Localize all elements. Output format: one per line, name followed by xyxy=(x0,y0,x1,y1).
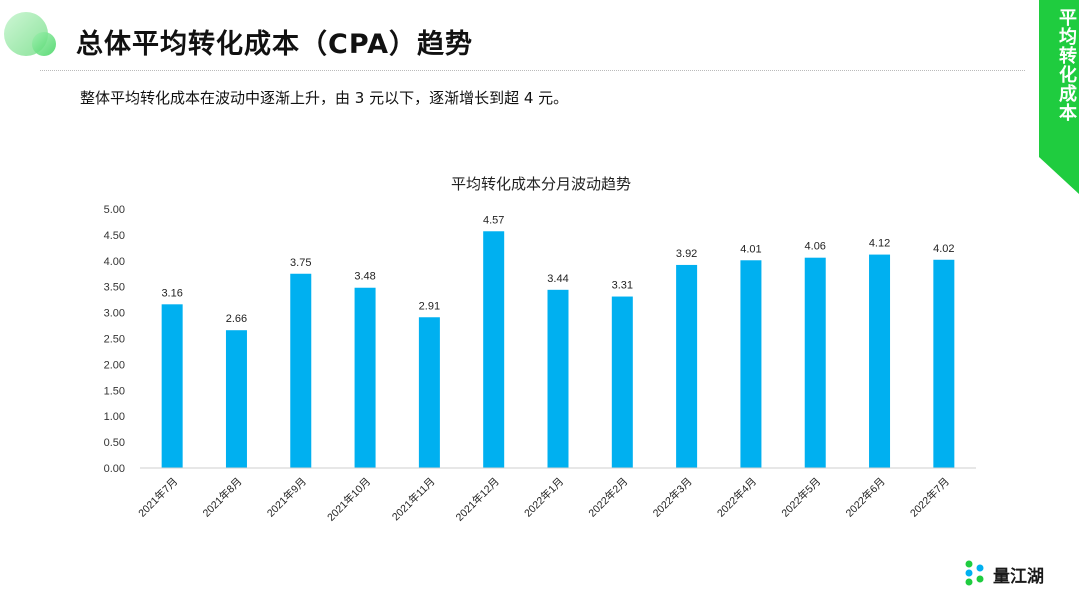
data-label: 4.57 xyxy=(483,214,504,226)
page-title: 总体平均转化成本（CPA）趋势 xyxy=(76,29,474,60)
data-labels: 3.16 2.66 3.75 3.48 2.91 4.57 3.44 3.31 3.92 4.01… xyxy=(161,214,954,325)
page-subtitle: 整体平均转化成本在波动中逐渐上升，由 3 元以下，逐渐增长到超 4 元。 xyxy=(80,89,569,107)
x-tick-label: 2022年4月 xyxy=(714,475,759,520)
y-axis: 0.00 0.50 1.00 1.50 2.00 2.50 3.00 3.50 4.00 4.50… xyxy=(104,204,125,475)
bar xyxy=(611,296,633,468)
x-tick-label: 2022年5月 xyxy=(779,475,824,520)
title-divider xyxy=(40,70,1025,71)
data-label: 3.44 xyxy=(547,273,568,285)
bar xyxy=(290,273,312,468)
data-label: 4.06 xyxy=(805,241,826,253)
side-tab: 平均转化成本 xyxy=(1039,0,1079,194)
y-tick-label: 3.00 xyxy=(104,308,125,320)
y-tick-label: 3.50 xyxy=(104,282,125,294)
data-label: 3.31 xyxy=(612,280,633,292)
bar xyxy=(804,257,826,468)
y-tick-label: 2.50 xyxy=(104,334,125,346)
bar xyxy=(483,231,505,468)
y-tick-label: 4.00 xyxy=(104,256,125,268)
x-tick-label: 2021年9月 xyxy=(264,475,309,520)
bar xyxy=(740,260,762,468)
bar xyxy=(418,317,440,468)
y-tick-label: 2.00 xyxy=(104,359,125,371)
side-tab-label: 平均转化成本 xyxy=(1056,8,1077,122)
bar xyxy=(676,264,698,468)
y-tick-label: 0.00 xyxy=(104,463,125,475)
x-axis: 2021年7月 2021年8月 2021年9月 2021年10月 2021年11月 202… xyxy=(136,467,976,524)
data-label: 4.12 xyxy=(869,238,890,250)
y-tick-label: 0.50 xyxy=(104,437,125,449)
x-tick-label: 2021年10月 xyxy=(324,475,373,524)
y-tick-label: 1.50 xyxy=(104,385,125,397)
bar xyxy=(161,304,183,468)
brand-name: 量江湖 xyxy=(993,567,1044,587)
x-tick-label: 2021年7月 xyxy=(136,475,181,520)
bar xyxy=(354,287,376,468)
y-tick-label: 4.50 xyxy=(104,230,125,242)
data-label: 2.91 xyxy=(419,300,440,312)
x-tick-label: 2021年8月 xyxy=(200,475,245,520)
data-label: 4.02 xyxy=(933,243,954,255)
bars xyxy=(161,231,955,468)
data-label: 2.66 xyxy=(226,313,247,325)
side-tab-background xyxy=(1039,0,1079,194)
data-label: 3.16 xyxy=(161,287,182,299)
data-label: 3.75 xyxy=(290,257,311,269)
chart-title: 平均转化成本分月波动趋势 xyxy=(451,176,631,193)
logo-circles xyxy=(4,12,56,56)
x-tick-label: 2021年12月 xyxy=(453,475,502,524)
data-label: 4.01 xyxy=(740,243,761,255)
data-label: 3.92 xyxy=(676,248,697,260)
x-tick-label: 2022年1月 xyxy=(521,475,566,520)
bar xyxy=(547,289,569,468)
x-tick-label: 2021年11月 xyxy=(389,475,437,523)
bar xyxy=(869,254,891,468)
bar xyxy=(933,259,955,468)
y-tick-label: 1.00 xyxy=(104,411,125,423)
brand-logo-icon xyxy=(965,560,984,586)
x-tick-label: 2022年2月 xyxy=(586,475,631,520)
y-tick-label: 5.00 xyxy=(104,204,125,216)
bar xyxy=(225,330,247,468)
x-tick-label: 2022年3月 xyxy=(650,475,695,520)
x-tick-label: 2022年7月 xyxy=(907,475,952,520)
x-tick-label: 2022年6月 xyxy=(843,475,888,520)
data-label: 3.48 xyxy=(354,271,375,283)
